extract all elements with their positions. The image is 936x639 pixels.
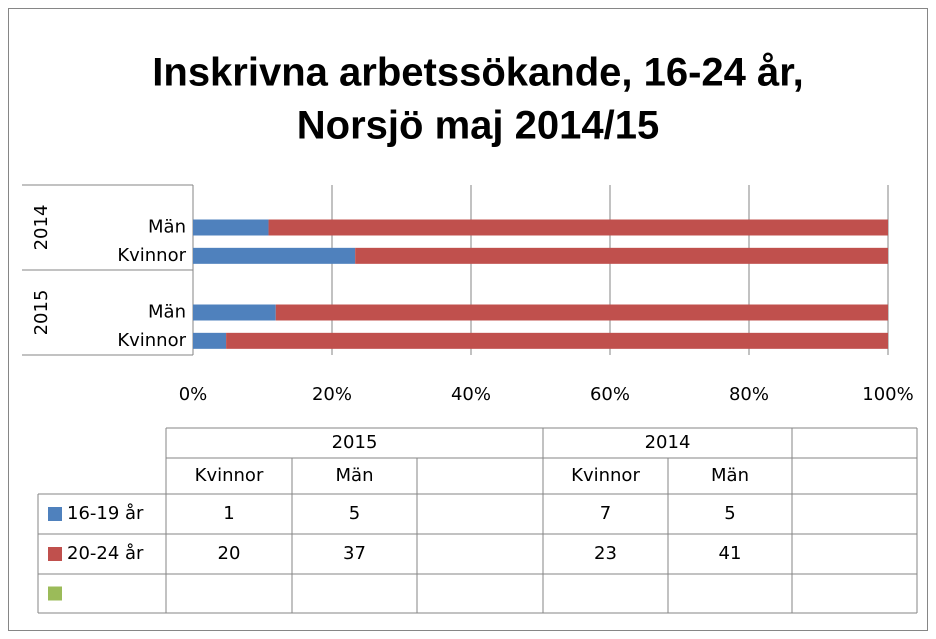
x-tick-label: 20%	[312, 384, 352, 405]
y-tick-label: Män	[148, 302, 186, 323]
table-group-header: 2014	[645, 432, 691, 453]
legend-label: 20-24 år	[67, 543, 144, 564]
legend-key	[48, 547, 62, 561]
x-tick-label: 60%	[590, 384, 630, 405]
table-value: 1	[223, 503, 234, 524]
y-tick-label: Kvinnor	[117, 245, 186, 266]
table-group-header: 2015	[332, 432, 378, 453]
table-value: 20	[218, 543, 241, 564]
table-column-header: Män	[336, 465, 374, 486]
chart-title: Norsjö maj 2014/15	[297, 104, 659, 148]
bar	[193, 247, 356, 264]
chart-title: Inskrivna arbetssökande, 16-24 år,	[152, 51, 803, 95]
table-value: 7	[600, 503, 611, 524]
bar	[193, 304, 276, 321]
table-value: 23	[594, 543, 617, 564]
table-value: 41	[719, 543, 742, 564]
legend-key	[48, 507, 62, 521]
y-tick-label: Män	[148, 217, 186, 238]
group-label: 2015	[31, 290, 52, 336]
bar	[355, 247, 889, 264]
table-value: 5	[724, 503, 735, 524]
bar	[268, 219, 889, 236]
table-value: 5	[349, 503, 360, 524]
x-tick-label: 80%	[729, 384, 769, 405]
bar	[193, 332, 227, 349]
table-column-header: Kvinnor	[571, 465, 640, 486]
table-column-header: Kvinnor	[195, 465, 264, 486]
legend-key	[48, 586, 62, 601]
bar	[226, 332, 889, 349]
x-tick-label: 100%	[862, 384, 913, 405]
y-tick-label: Kvinnor	[117, 330, 186, 351]
bar	[193, 219, 269, 236]
table-value: 37	[343, 543, 366, 564]
table-column-header: Män	[711, 465, 749, 486]
legend-label: 16-19 år	[67, 503, 144, 524]
group-label: 2014	[31, 205, 52, 251]
bar	[275, 304, 888, 321]
x-tick-label: 0%	[179, 384, 208, 405]
x-tick-label: 40%	[451, 384, 491, 405]
